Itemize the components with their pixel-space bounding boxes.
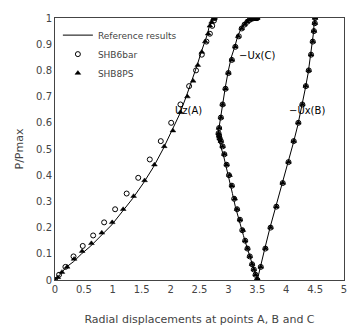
svg-text:0: 0 [52,284,58,295]
svg-text:4: 4 [283,284,289,295]
svg-text:0.8: 0.8 [36,65,52,76]
svg-text:Radial displacements at points: Radial displacements at points A, B and … [84,313,314,326]
svg-text:5: 5 [341,284,347,295]
svg-text:0.9: 0.9 [36,39,52,50]
svg-text:0.1: 0.1 [36,248,52,259]
svg-text:−Ux(B): −Ux(B) [289,105,325,116]
svg-text:Reference results: Reference results [98,31,177,41]
svg-text:−Ux(C): −Ux(C) [239,50,276,61]
svg-text:1.5: 1.5 [134,284,150,295]
svg-text:SHB8PS: SHB8PS [98,69,134,79]
svg-text:0.2: 0.2 [36,222,52,233]
svg-text:2.5: 2.5 [192,284,208,295]
svg-text:3: 3 [225,284,231,295]
svg-text:0.5: 0.5 [76,284,92,295]
svg-text:0: 0 [46,275,52,286]
svg-text:1: 1 [110,284,116,295]
svg-text:4.5: 4.5 [307,284,323,295]
svg-text:1: 1 [46,13,52,24]
svg-text:0.6: 0.6 [36,117,52,128]
svg-text:Uz(A): Uz(A) [175,105,202,116]
svg-text:SHB6bar: SHB6bar [98,50,138,60]
svg-text:0.3: 0.3 [36,196,52,207]
svg-text:2: 2 [167,284,173,295]
svg-text:0.5: 0.5 [36,144,52,155]
svg-text:P/Pmax: P/Pmax [13,128,26,169]
svg-text:0.4: 0.4 [36,170,52,181]
svg-text:0.7: 0.7 [36,91,52,102]
svg-text:3.5: 3.5 [249,284,265,295]
